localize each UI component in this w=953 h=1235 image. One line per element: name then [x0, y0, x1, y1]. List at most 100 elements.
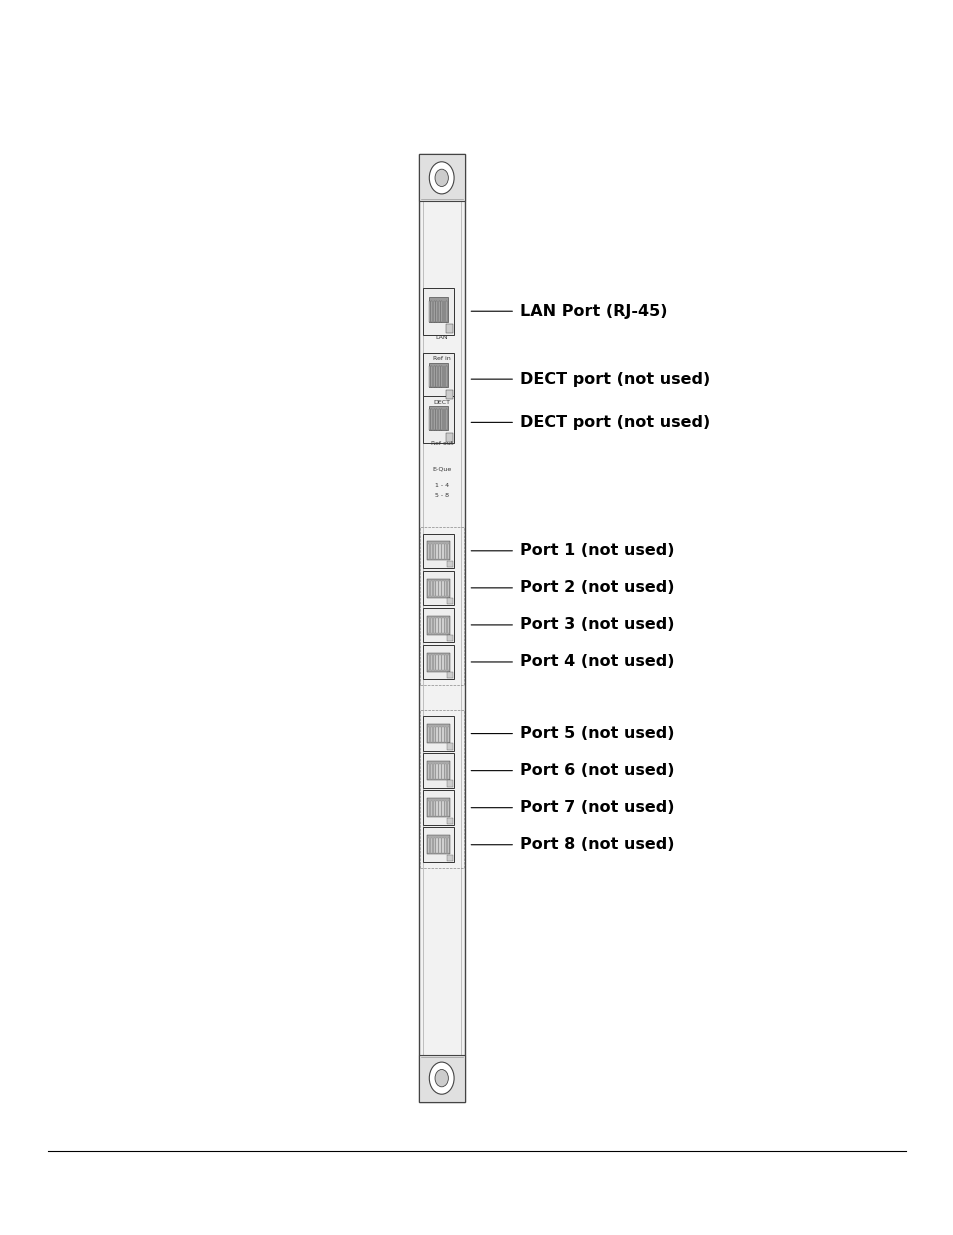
Bar	[446, 635, 453, 641]
Bar	[436, 656, 437, 671]
Bar	[428, 406, 448, 430]
Bar	[422, 608, 454, 642]
Circle shape	[429, 1062, 454, 1094]
Bar	[418, 154, 464, 1102]
Bar	[430, 582, 432, 597]
Text: DECT port (not used): DECT port (not used)	[519, 415, 709, 430]
Bar	[433, 839, 435, 853]
Bar	[422, 288, 454, 335]
Text: Port 1 (not used): Port 1 (not used)	[519, 543, 674, 558]
Bar	[430, 839, 432, 853]
Bar	[438, 545, 440, 559]
Bar	[447, 619, 449, 634]
Bar	[447, 656, 449, 671]
Bar	[427, 578, 449, 598]
Circle shape	[429, 162, 454, 194]
Text: 1 - 4: 1 - 4	[435, 483, 448, 488]
Bar	[427, 761, 449, 781]
Bar	[433, 764, 435, 779]
Text: E-Que: E-Que	[432, 467, 451, 472]
Bar	[446, 743, 453, 750]
Bar	[446, 855, 453, 861]
Bar	[428, 839, 429, 853]
Text: DECT: DECT	[433, 400, 450, 405]
Bar	[422, 534, 454, 568]
Bar	[436, 764, 437, 779]
Bar	[428, 298, 448, 321]
Bar	[419, 527, 463, 685]
Bar	[430, 545, 432, 559]
Bar	[441, 619, 443, 634]
Bar	[436, 545, 437, 559]
Bar	[444, 545, 446, 559]
Bar	[444, 764, 446, 779]
Bar	[419, 710, 463, 868]
Bar	[438, 727, 440, 742]
Bar	[436, 727, 437, 742]
Bar	[433, 727, 435, 742]
Text: DECT port (not used): DECT port (not used)	[519, 372, 709, 387]
Bar	[436, 582, 437, 597]
Bar	[427, 835, 449, 855]
Bar	[438, 656, 440, 671]
Bar	[441, 545, 443, 559]
Bar	[422, 753, 454, 788]
Bar	[446, 561, 453, 567]
Bar	[438, 764, 440, 779]
Bar	[430, 619, 432, 634]
Bar	[430, 764, 432, 779]
Bar	[444, 839, 446, 853]
Bar	[447, 727, 449, 742]
Circle shape	[435, 169, 448, 186]
Bar	[418, 1055, 464, 1102]
Bar	[446, 598, 453, 604]
Bar	[422, 790, 454, 825]
Bar	[433, 656, 435, 671]
Bar	[428, 727, 429, 742]
Text: Port 5 (not used): Port 5 (not used)	[519, 726, 674, 741]
Bar	[447, 839, 449, 853]
Bar	[436, 839, 437, 853]
Text: Ref out: Ref out	[430, 441, 453, 446]
Bar	[446, 672, 453, 678]
Bar	[422, 396, 454, 443]
Bar	[447, 764, 449, 779]
Bar	[427, 541, 449, 561]
Bar	[441, 656, 443, 671]
Text: Port 4 (not used): Port 4 (not used)	[519, 655, 674, 669]
Bar	[438, 802, 440, 816]
Text: Ref in: Ref in	[433, 356, 450, 361]
Bar	[446, 389, 453, 399]
Bar	[438, 839, 440, 853]
Bar	[447, 802, 449, 816]
Bar	[441, 839, 443, 853]
Bar	[430, 727, 432, 742]
Bar	[428, 582, 429, 597]
Bar	[447, 582, 449, 597]
Bar	[428, 545, 429, 559]
Bar	[427, 652, 449, 672]
Bar	[422, 716, 454, 751]
Bar	[422, 827, 454, 862]
Text: Port 7 (not used): Port 7 (not used)	[519, 800, 674, 815]
Bar	[438, 619, 440, 634]
Text: LAN: LAN	[435, 335, 448, 340]
Bar	[427, 615, 449, 635]
Bar	[428, 363, 448, 387]
Text: LAN Port (RJ-45): LAN Port (RJ-45)	[519, 304, 667, 319]
Bar	[436, 619, 437, 634]
Bar	[446, 781, 453, 787]
Bar	[444, 656, 446, 671]
Circle shape	[435, 1070, 448, 1087]
Bar	[446, 432, 453, 442]
Text: Port 8 (not used): Port 8 (not used)	[519, 837, 674, 852]
Bar	[446, 818, 453, 824]
Bar	[447, 545, 449, 559]
Bar	[438, 582, 440, 597]
Text: Port 2 (not used): Port 2 (not used)	[519, 580, 674, 595]
Bar	[427, 724, 449, 743]
Bar	[428, 764, 429, 779]
Bar	[428, 802, 429, 816]
Text: Port 3 (not used): Port 3 (not used)	[519, 618, 674, 632]
Bar	[418, 154, 464, 201]
